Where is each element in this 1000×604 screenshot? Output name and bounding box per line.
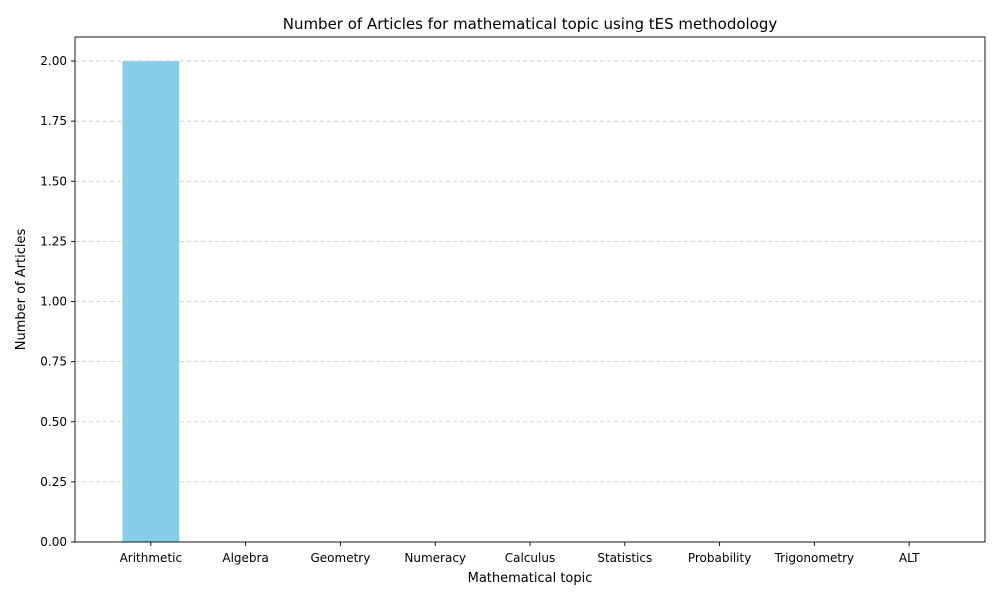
- y-tick-label: 0.25: [40, 475, 67, 489]
- y-tick-label: 1.25: [40, 234, 67, 248]
- x-tick-label: Calculus: [505, 551, 555, 565]
- y-tick-label: 0.75: [40, 355, 67, 369]
- x-tick-label: Probability: [688, 551, 751, 565]
- bar-layer: [122, 61, 180, 543]
- tick-layer: 0.00 0.25 0.50 0.75 1.00 1.25 1.50 1.75 2.00 Arit…: [40, 54, 920, 565]
- y-tick-label: 1.50: [40, 174, 67, 188]
- x-tick-label: Trigonometry: [774, 551, 855, 565]
- x-tick-label: Algebra: [222, 551, 268, 565]
- grid-layer: [75, 60, 985, 543]
- x-tick-label: Geometry: [310, 551, 370, 565]
- x-tick-label: ALT: [899, 551, 920, 565]
- y-tick-label: 0.50: [40, 415, 67, 429]
- plot-frame: [74, 36, 986, 543]
- chart-title: Number of Articles for mathematical topi…: [283, 15, 778, 33]
- y-tick-label: 0.00: [40, 535, 67, 549]
- x-tick-label: Numeracy: [404, 551, 466, 565]
- y-axis-label: Number of Articles: [14, 229, 29, 351]
- x-tick-label: Statistics: [597, 551, 652, 565]
- bar-arithmetic: [122, 61, 180, 543]
- y-tick-label: 1.00: [40, 295, 67, 309]
- y-tick-label: 2.00: [40, 54, 67, 68]
- y-tick-label: 1.75: [40, 114, 67, 128]
- x-tick-label: Arithmetic: [120, 551, 183, 565]
- x-axis-label: Mathematical topic: [468, 571, 593, 586]
